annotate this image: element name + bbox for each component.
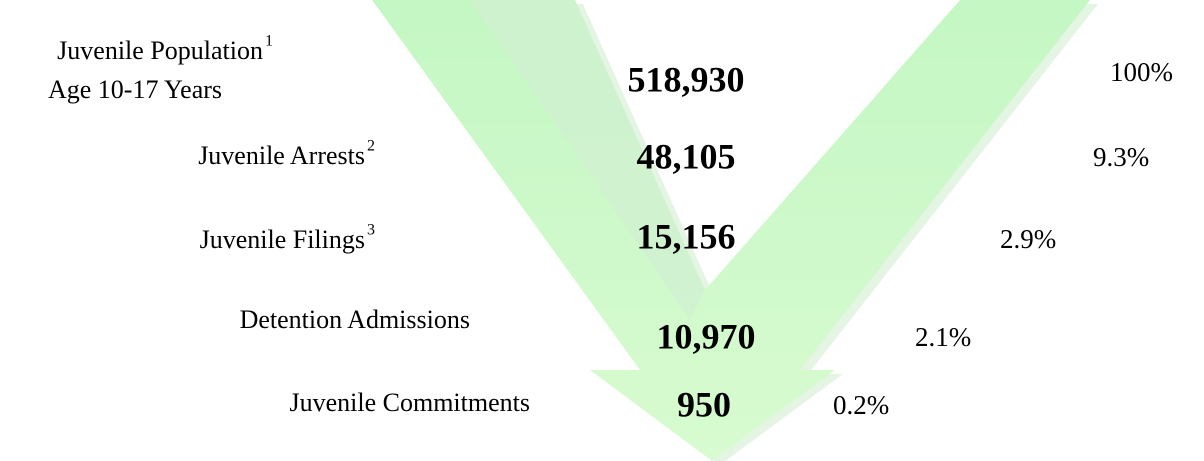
row-label: Juvenile Filings bbox=[200, 225, 365, 254]
row-count: 48,105 bbox=[637, 136, 736, 176]
funnel-diagram: Juvenile Population1 Age 10-17 Years 518,9… bbox=[0, 0, 1204, 461]
row-count: 10,970 bbox=[657, 316, 756, 356]
row-count: 15,156 bbox=[637, 216, 736, 256]
row-label: Juvenile Commitments bbox=[290, 388, 531, 417]
row-label: Detention Admissions bbox=[240, 305, 470, 334]
row-percent: 9.3% bbox=[1093, 142, 1149, 172]
footnote-marker: 1 bbox=[265, 33, 273, 50]
row-label: Juvenile Arrests bbox=[198, 141, 365, 170]
row-percent: 2.9% bbox=[1000, 224, 1056, 254]
row-sublabel: Age 10-17 Years bbox=[48, 75, 222, 104]
row-label: Juvenile Population bbox=[57, 36, 263, 65]
row-count: 518,930 bbox=[628, 59, 745, 99]
row-percent: 2.1% bbox=[915, 322, 971, 352]
footnote-marker: 2 bbox=[367, 138, 375, 155]
row-count: 950 bbox=[677, 384, 731, 424]
footnote-marker: 3 bbox=[367, 222, 375, 239]
row-percent: 0.2% bbox=[833, 390, 889, 420]
row-percent: 100% bbox=[1110, 57, 1173, 87]
